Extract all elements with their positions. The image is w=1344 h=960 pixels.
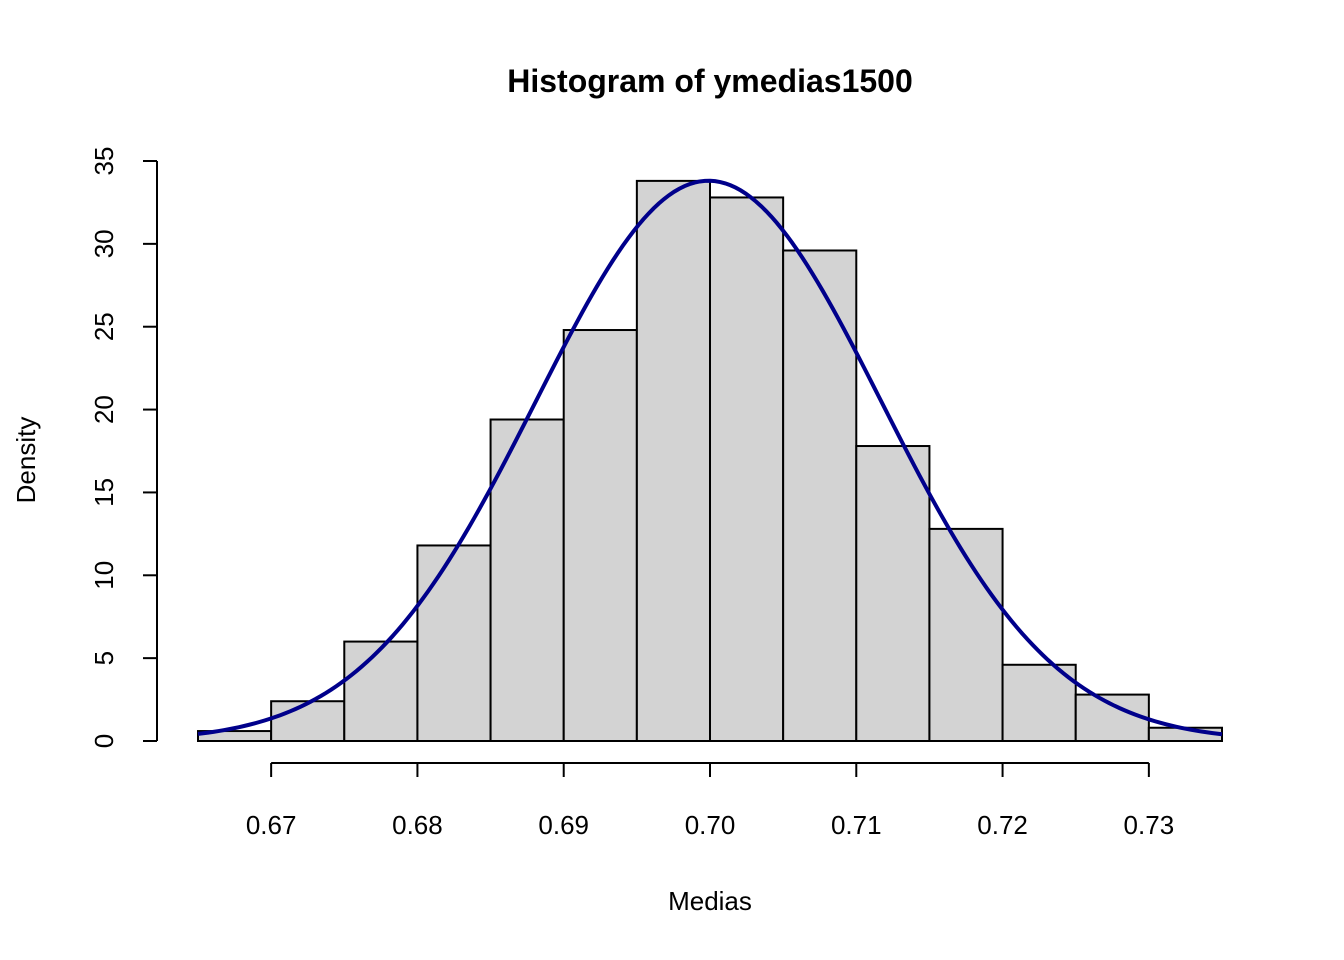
histogram-bar — [782, 249, 858, 742]
y-tick-label: 10 — [89, 561, 119, 590]
histogram-bars — [197, 179, 1224, 743]
normal-density-curve — [197, 178, 1223, 737]
x-tick-label: 0.68 — [392, 810, 443, 840]
y-tick-label: 0 — [89, 734, 119, 748]
x-axis-label: Medias — [668, 886, 752, 916]
x-tick-label: 0.69 — [538, 810, 589, 840]
histogram-bar — [709, 196, 785, 742]
density-curve-layer — [197, 178, 1223, 737]
x-axis: 0.67 0.68 0.69 0.70 0.71 0.72 0.73 — [246, 762, 1175, 840]
y-axis-label: Density — [11, 417, 41, 504]
histogram-bar — [343, 640, 419, 742]
histogram-bar — [270, 700, 346, 743]
histogram-bar — [1001, 663, 1077, 742]
y-tick-label: 20 — [89, 395, 119, 424]
histogram-bar — [416, 544, 492, 743]
histogram-bar — [1074, 693, 1150, 742]
histogram-bar — [928, 527, 1004, 743]
histogram-bar — [562, 329, 638, 742]
x-tick-label: 0.71 — [831, 810, 882, 840]
y-tick-label: 35 — [89, 147, 119, 176]
chart-title: Histogram of ymedias1500 — [507, 63, 913, 99]
x-tick-label: 0.67 — [246, 810, 297, 840]
histogram-bar — [635, 179, 711, 742]
histogram-bar — [855, 445, 931, 742]
y-axis: 0 5 10 15 20 25 30 35 — [89, 147, 158, 748]
y-tick-label: 30 — [89, 229, 119, 258]
x-tick-label: 0.70 — [685, 810, 736, 840]
y-tick-label: 15 — [89, 478, 119, 507]
x-tick-label: 0.72 — [977, 810, 1028, 840]
y-tick-label: 5 — [89, 651, 119, 665]
y-tick-label: 25 — [89, 312, 119, 341]
x-tick-label: 0.73 — [1124, 810, 1175, 840]
